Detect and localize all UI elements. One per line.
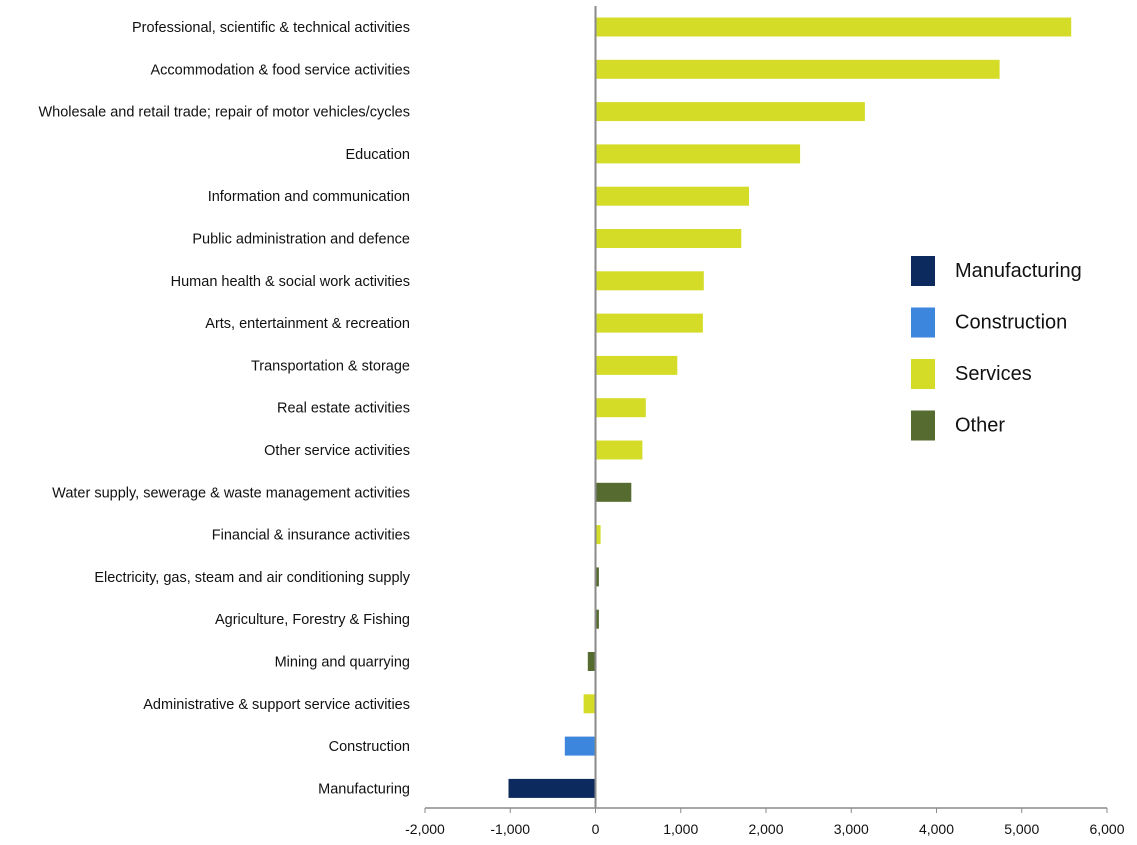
- legend-swatch: [911, 307, 935, 338]
- category-label: Education: [346, 147, 411, 163]
- bar: [508, 778, 596, 798]
- bar: [595, 17, 1072, 37]
- bar: [595, 271, 704, 291]
- bar: [595, 525, 601, 545]
- category-label: Public administration and defence: [192, 232, 410, 248]
- category-label: Financial & insurance activities: [212, 528, 410, 544]
- category-label: Electricity, gas, steam and air conditio…: [94, 570, 410, 586]
- x-tick-label: -2,000: [405, 821, 445, 837]
- x-tick-label: 3,000: [834, 821, 869, 837]
- x-tick-label: 6,000: [1089, 821, 1124, 837]
- bar: [595, 440, 643, 460]
- legend-label: Construction: [955, 312, 1067, 334]
- legend-label: Manufacturing: [955, 260, 1082, 282]
- x-tick-label: 0: [592, 821, 600, 837]
- bar: [595, 186, 749, 206]
- category-label: Other service activities: [264, 443, 410, 459]
- bar: [595, 398, 646, 418]
- category-label: Transportation & storage: [251, 358, 410, 374]
- legend-label: Other: [955, 415, 1005, 437]
- bar: [595, 313, 703, 333]
- category-label: Manufacturing: [318, 781, 410, 797]
- x-tick-label: 4,000: [919, 821, 954, 837]
- category-label: Real estate activities: [277, 401, 410, 417]
- category-label: Wholesale and retail trade; repair of mo…: [38, 105, 410, 121]
- bar: [595, 355, 678, 375]
- x-tick-label: -1,000: [490, 821, 530, 837]
- legend-label: Services: [955, 363, 1032, 385]
- category-label: Professional, scientific & technical act…: [132, 20, 410, 36]
- bar: [587, 652, 596, 671]
- category-label: Construction: [329, 739, 410, 755]
- legend: Manufacturing Construction Services Other: [911, 256, 1082, 441]
- category-label: Information and communication: [208, 189, 410, 205]
- x-tick-label: 2,000: [748, 821, 783, 837]
- bar: [595, 567, 599, 587]
- category-label: Human health & social work activities: [171, 274, 410, 290]
- legend-swatch: [911, 256, 935, 286]
- bar: [564, 736, 596, 756]
- bar: [595, 59, 1000, 79]
- bar: [595, 102, 865, 122]
- category-label: Administrative & support service activit…: [143, 697, 410, 713]
- bar: [595, 229, 742, 248]
- legend-swatch: [911, 359, 935, 389]
- legend-swatch: [911, 410, 935, 441]
- category-label: Accommodation & food service activities: [151, 62, 411, 78]
- x-tick-label: 5,000: [1004, 821, 1039, 837]
- category-label: Water supply, sewerage & waste managemen…: [52, 485, 410, 501]
- bar: [595, 609, 599, 629]
- x-tick-label: 1,000: [663, 821, 698, 837]
- bar: [583, 694, 596, 714]
- category-label: Arts, entertainment & recreation: [205, 316, 410, 332]
- bar: [595, 144, 801, 164]
- bar: [595, 482, 632, 502]
- category-label: Agriculture, Forestry & Fishing: [215, 612, 410, 628]
- category-label: Mining and quarrying: [275, 655, 410, 671]
